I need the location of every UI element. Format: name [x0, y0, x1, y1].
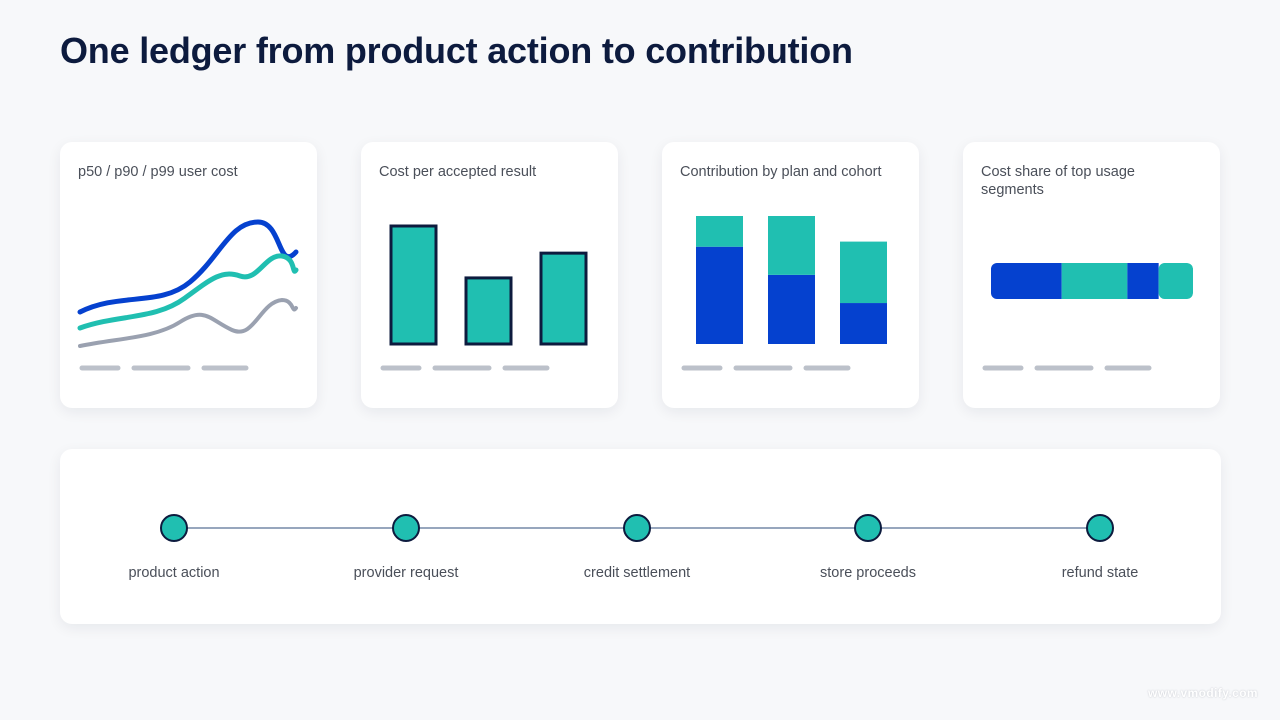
stacked-bar-chart: [681, 216, 887, 371]
step-label-credit-settlement: credit settlement: [583, 565, 691, 581]
step-label-store-proceeds: store proceeds: [820, 565, 916, 581]
stack-segment-top: [840, 241, 887, 304]
card-cost-share-segments: Cost share of top usage segments: [963, 142, 1220, 408]
step-label-refund-state: refund state: [1061, 565, 1139, 581]
page-title: One ledger from product action to contri…: [60, 30, 853, 71]
card-user-cost: p50 / p90 / p99 user cost: [60, 142, 317, 408]
card-label: Cost share of top usage segments: [981, 164, 1135, 198]
line-chart: [77, 219, 299, 371]
series-line-p99: [77, 219, 299, 315]
stack-segment-top: [768, 216, 815, 275]
share-segment: [1158, 263, 1193, 299]
stack-segment-bottom: [768, 274, 815, 344]
card-label: p50 / p90 / p99 user cost: [78, 164, 238, 180]
step-label-product-action: product action: [128, 565, 220, 581]
card-cost-per-result: Cost per accepted result: [361, 142, 618, 408]
card-contribution-plan-cohort: Contribution by plan and cohort: [662, 142, 919, 408]
timeline-node: [623, 514, 651, 542]
bar: [389, 224, 438, 346]
stack-segment-bottom: [696, 246, 743, 344]
timeline-node: [392, 514, 420, 542]
ledger-timeline: product action provider request credit s…: [60, 449, 1221, 624]
card-label: Cost per accepted result: [379, 164, 537, 180]
bar: [464, 276, 513, 346]
bar-chart: [380, 224, 588, 371]
stack-segment-bottom: [840, 303, 887, 344]
segmented-bar-chart: [982, 263, 1193, 371]
series-line-p50: [78, 297, 298, 348]
series-line-p90: [77, 253, 299, 331]
share-segment: [1061, 263, 1128, 299]
share-segment: [1127, 263, 1159, 299]
bar: [539, 251, 588, 346]
step-label-provider-request: provider request: [353, 565, 459, 581]
timeline-track: [160, 514, 1114, 542]
card-label: Contribution by plan and cohort: [680, 164, 882, 180]
timeline-node: [160, 514, 188, 542]
watermark: www.vmodify.com: [1147, 686, 1258, 700]
share-segment: [991, 263, 1062, 299]
timeline-node: [1086, 514, 1114, 542]
timeline-node: [854, 514, 882, 542]
stack-segment-top: [696, 216, 743, 247]
